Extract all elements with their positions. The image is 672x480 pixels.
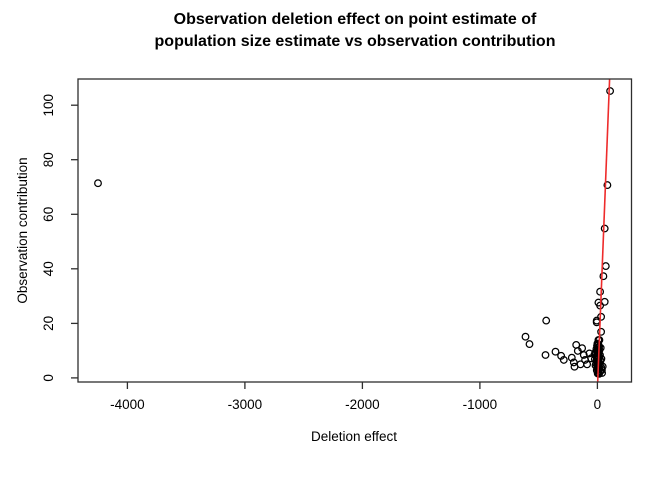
y-tick-label: 60 bbox=[41, 207, 56, 222]
plot-frame-layer bbox=[77, 78, 633, 383]
x-tick-label: -2000 bbox=[345, 397, 380, 412]
y-tick-label: 40 bbox=[41, 261, 56, 276]
x-tick-label: -1000 bbox=[463, 397, 498, 412]
plot-frame bbox=[77, 78, 633, 383]
x-axis-label: Deletion effect bbox=[311, 429, 397, 444]
reference-line bbox=[596, 78, 611, 383]
chart-title: Observation deletion effect on point est… bbox=[154, 11, 556, 50]
tick-labels-layer: -4000 -3000 -2000 -1000 0 0 20 40 60 80 100 bbox=[41, 94, 601, 412]
data-point bbox=[603, 181, 612, 190]
y-tick-label: 100 bbox=[41, 94, 56, 117]
data-point bbox=[94, 179, 102, 188]
y-tick-label: 80 bbox=[41, 152, 56, 167]
scatter-points-layer bbox=[94, 87, 615, 378]
reference-line-layer bbox=[596, 78, 611, 383]
data-point bbox=[590, 350, 599, 359]
x-tick-label: -4000 bbox=[110, 397, 145, 412]
data-point bbox=[599, 272, 608, 281]
data-point bbox=[521, 332, 530, 341]
x-tick-label: -3000 bbox=[228, 397, 263, 412]
y-axis-label: Observation contribution bbox=[15, 157, 30, 303]
data-point bbox=[600, 224, 609, 233]
axis-ticks-layer bbox=[71, 104, 599, 389]
data-point bbox=[601, 262, 610, 271]
data-point bbox=[583, 360, 592, 369]
data-point bbox=[542, 316, 551, 325]
data-point bbox=[579, 351, 588, 359]
data-point bbox=[606, 87, 615, 95]
data-point bbox=[595, 369, 604, 378]
y-tick-label: 0 bbox=[41, 374, 56, 382]
data-point bbox=[551, 347, 560, 356]
data-point bbox=[597, 327, 606, 336]
data-point bbox=[567, 353, 576, 362]
data-point bbox=[559, 355, 568, 364]
data-point bbox=[525, 340, 534, 349]
y-tick-label: 20 bbox=[41, 316, 56, 331]
data-point bbox=[541, 351, 550, 359]
x-tick-label: 0 bbox=[594, 397, 602, 412]
data-point bbox=[596, 287, 605, 296]
